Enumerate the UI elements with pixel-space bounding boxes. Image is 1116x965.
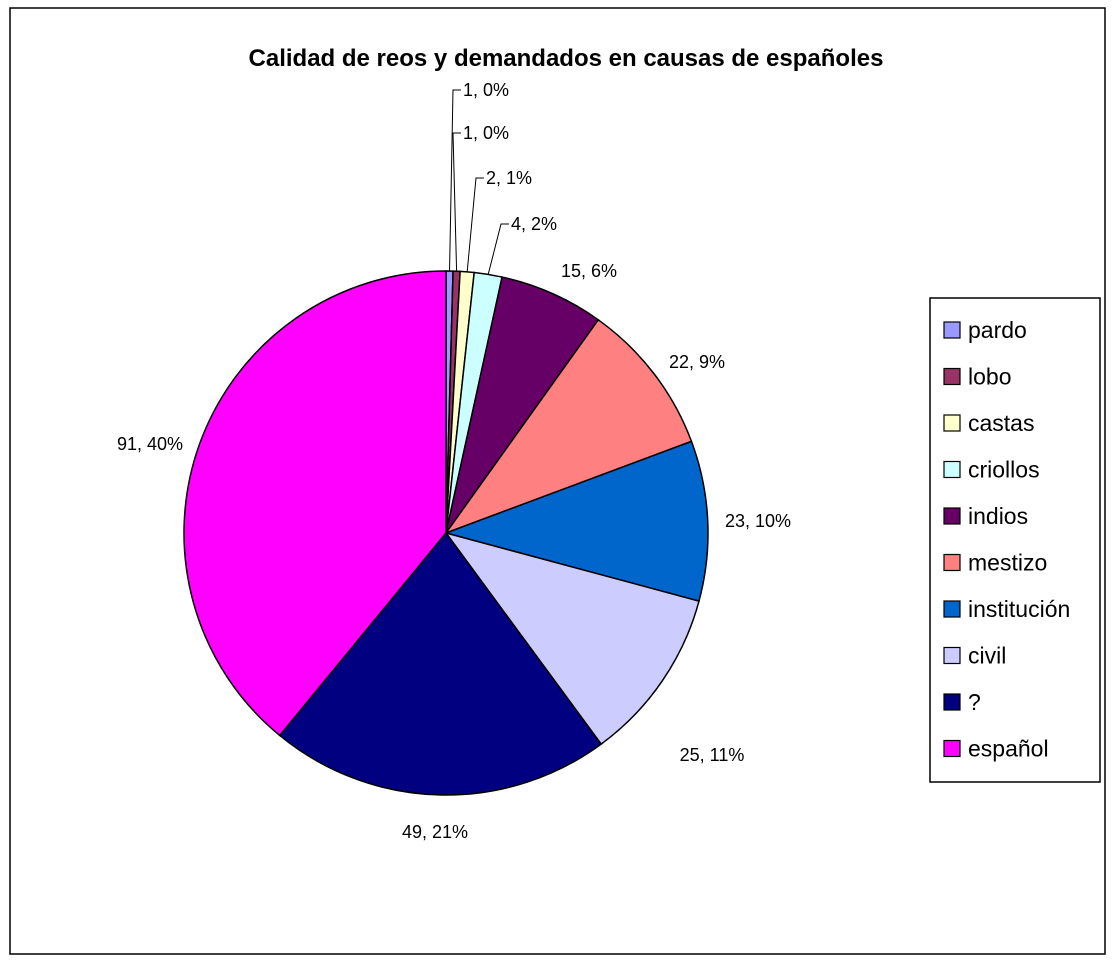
legend-swatch [943, 646, 961, 665]
chart-title: Calidad de reos y demandados en causas d… [249, 45, 884, 72]
slice-data-label: 23, 10% [725, 511, 791, 531]
slice-data-label: 4, 2% [511, 214, 557, 234]
pie-slice [443, 440, 709, 603]
slice-data-label: 22, 9% [669, 352, 725, 372]
pie-slice [183, 270, 447, 737]
legend-swatch [943, 739, 961, 758]
slice-data-label: 49, 21% [402, 822, 468, 842]
data-labels: 1, 0% 1, 0% 2, 1% 4, 2% 15, 6% 22, 9% 23, 10% 2… [117, 80, 791, 842]
legend-swatch [943, 367, 961, 386]
leader-line [466, 177, 484, 272]
legend: pardo lobo castas criollos indios mestizo inst… [929, 297, 1101, 783]
legend-entry-label: civil [968, 643, 1006, 669]
slice-data-label: 2, 1% [486, 168, 532, 188]
legend-entry-label: mestizo [968, 550, 1047, 576]
pie-slice [443, 318, 693, 535]
legend-entry-label: indios [968, 503, 1028, 529]
legend-swatch [943, 507, 961, 525]
slice-data-label: 1, 0% [463, 80, 509, 100]
pie-slice [278, 531, 603, 796]
slice-data-label: 25, 11% [680, 745, 745, 765]
legend-entry-label: lobo [968, 364, 1011, 390]
legend-entry-label: institución [968, 596, 1070, 622]
slice-data-label: 15, 6% [561, 261, 617, 281]
legend-swatch [943, 693, 961, 711]
legend-entry-label: pardo [968, 317, 1027, 343]
leader-line [449, 89, 461, 272]
legend-swatch [943, 321, 961, 339]
leader-line [487, 223, 509, 275]
legend-swatch [943, 553, 961, 572]
legend-entry-label: ? [968, 689, 981, 715]
legend-entry-label: criollos [968, 457, 1040, 483]
leader-line [452, 132, 461, 272]
legend-entry-label: castas [968, 410, 1034, 436]
legend-swatch [943, 600, 961, 618]
pie-slices [183, 270, 709, 796]
slice-data-label: 91, 40% [117, 434, 183, 454]
legend-swatch [943, 414, 961, 432]
legend-entry-label: español [968, 736, 1049, 762]
slice-data-label: 1, 0% [463, 123, 509, 143]
legend-swatch [943, 460, 961, 479]
pie-slice [444, 531, 700, 746]
